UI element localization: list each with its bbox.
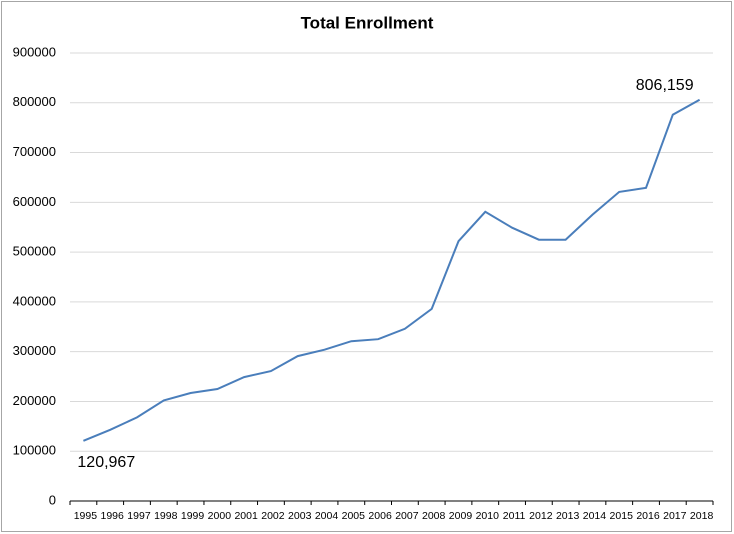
x-tick-label: 2017 (663, 510, 687, 522)
x-tick-label: 1995 (74, 510, 98, 522)
x-tick-label: 1997 (127, 510, 151, 522)
x-tick-label: 2010 (476, 510, 500, 522)
x-tick-label: 2012 (529, 510, 553, 522)
y-tick-label: 600000 (13, 194, 56, 209)
y-tick-label: 800000 (13, 94, 56, 109)
x-tick-label: 2004 (315, 510, 339, 522)
y-tick-label: 200000 (13, 393, 56, 408)
x-tick-label: 1998 (154, 510, 178, 522)
line (83, 98, 701, 442)
x-tick-label: 2003 (288, 510, 312, 522)
chart-title: Total Enrollment (301, 13, 434, 32)
x-tick-label: 2001 (234, 510, 258, 522)
y-tick-label: 700000 (13, 144, 56, 159)
x-tick-label: 2015 (610, 510, 634, 522)
y-tick-label: 300000 (13, 343, 56, 358)
x-tick-label: 2014 (583, 510, 607, 522)
y-tick-label: 900000 (13, 44, 56, 59)
x-tick-label: 2000 (208, 510, 232, 522)
x-tick-label: 2007 (395, 510, 419, 522)
y-tick-label: 100000 (13, 443, 56, 458)
x-tick-label: 1996 (101, 510, 125, 522)
x-tick-label: 2005 (342, 510, 366, 522)
x-tick-label: 2011 (503, 510, 526, 522)
x-tick-label: 2009 (449, 510, 473, 522)
x-tick-label: 2018 (690, 510, 714, 522)
y-tick-label: 500000 (13, 244, 56, 259)
x-tick-label: 2016 (636, 510, 660, 522)
x-tick-label: 2002 (261, 510, 285, 522)
y-tick-label: 0 (49, 492, 56, 507)
x-tick-label: 2008 (422, 510, 446, 522)
x-tick-label: 1999 (181, 510, 205, 522)
y-tick-label: 400000 (13, 293, 56, 308)
x-tick-label: 2006 (368, 510, 392, 522)
x-tick-label: 2013 (556, 510, 580, 522)
data-label: 120,967 (77, 454, 135, 471)
data-label: 806,159 (636, 77, 694, 94)
